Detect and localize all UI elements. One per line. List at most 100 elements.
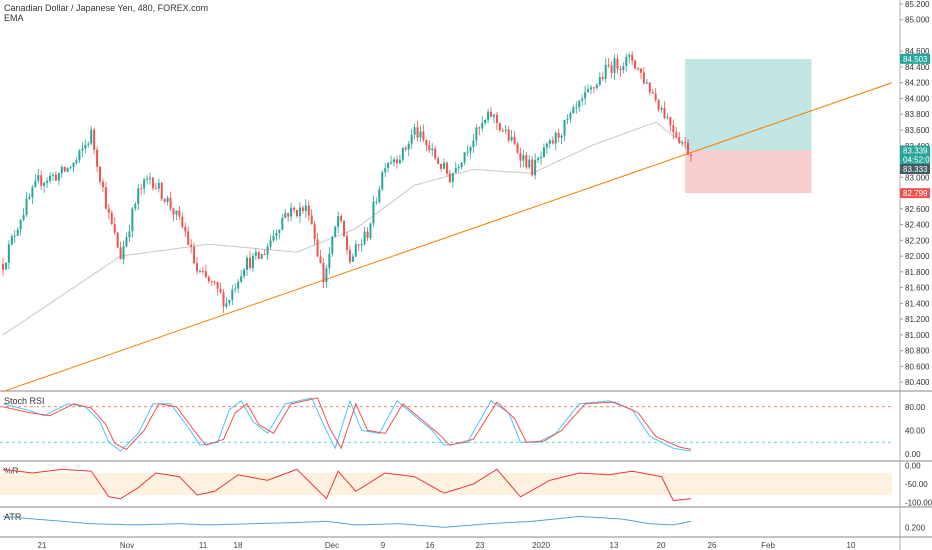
- candle[interactable]: [548, 140, 551, 144]
- trendline[interactable]: [2, 82, 893, 393]
- candle[interactable]: [46, 180, 49, 183]
- candle[interactable]: [531, 159, 534, 176]
- candle[interactable]: [128, 231, 131, 238]
- candle[interactable]: [131, 208, 134, 232]
- candle[interactable]: [254, 252, 257, 256]
- candle[interactable]: [181, 216, 184, 227]
- candle[interactable]: [263, 254, 266, 256]
- candle[interactable]: [228, 299, 231, 304]
- candle[interactable]: [410, 134, 413, 144]
- candle[interactable]: [275, 233, 278, 236]
- candle[interactable]: [381, 172, 384, 190]
- candle[interactable]: [472, 140, 475, 148]
- candle[interactable]: [507, 129, 510, 141]
- candle[interactable]: [328, 253, 331, 269]
- candle[interactable]: [116, 232, 119, 248]
- candle[interactable]: [49, 175, 52, 181]
- candle[interactable]: [648, 82, 651, 93]
- candle[interactable]: [601, 77, 604, 79]
- candle[interactable]: [296, 210, 298, 217]
- candle[interactable]: [322, 263, 325, 283]
- candle[interactable]: [149, 177, 151, 179]
- candle[interactable]: [57, 173, 60, 181]
- candle[interactable]: [366, 231, 369, 238]
- candle[interactable]: [434, 148, 437, 159]
- candle[interactable]: [534, 159, 537, 176]
- candle[interactable]: [110, 212, 113, 225]
- candle[interactable]: [113, 224, 116, 233]
- candle[interactable]: [384, 168, 387, 173]
- candle[interactable]: [51, 174, 54, 176]
- candle[interactable]: [390, 162, 393, 164]
- candle[interactable]: [510, 136, 513, 141]
- candle[interactable]: [325, 268, 328, 283]
- candle[interactable]: [440, 163, 443, 169]
- candle[interactable]: [516, 143, 519, 153]
- candle[interactable]: [398, 159, 401, 164]
- candle[interactable]: [72, 162, 75, 168]
- candle[interactable]: [419, 131, 422, 138]
- candle[interactable]: [304, 205, 307, 212]
- candle[interactable]: [151, 177, 154, 189]
- candle[interactable]: [216, 282, 219, 289]
- candle[interactable]: [257, 252, 260, 259]
- candle[interactable]: [645, 82, 648, 84]
- candle[interactable]: [119, 247, 122, 260]
- candle[interactable]: [416, 127, 419, 138]
- candle[interactable]: [81, 148, 84, 151]
- candle[interactable]: [16, 229, 19, 236]
- candle[interactable]: [628, 54, 631, 57]
- candle[interactable]: [337, 216, 340, 227]
- candle[interactable]: [557, 132, 560, 138]
- candle[interactable]: [584, 92, 587, 99]
- candle[interactable]: [96, 149, 99, 167]
- candle[interactable]: [393, 159, 396, 163]
- candle[interactable]: [475, 127, 478, 141]
- candle[interactable]: [237, 281, 240, 289]
- candle[interactable]: [204, 271, 207, 277]
- candle[interactable]: [672, 125, 675, 133]
- candle[interactable]: [525, 155, 528, 168]
- candle[interactable]: [137, 188, 140, 204]
- candle[interactable]: [166, 197, 169, 202]
- candle[interactable]: [190, 244, 193, 248]
- candle[interactable]: [193, 247, 196, 264]
- candle[interactable]: [157, 182, 160, 189]
- candle[interactable]: [487, 111, 490, 121]
- candle[interactable]: [666, 117, 669, 119]
- candle[interactable]: [340, 216, 343, 221]
- candle[interactable]: [19, 219, 22, 230]
- candle[interactable]: [143, 179, 146, 189]
- candle[interactable]: [413, 127, 416, 135]
- candle[interactable]: [310, 215, 313, 225]
- candle[interactable]: [10, 236, 13, 245]
- candle[interactable]: [104, 187, 107, 209]
- candle[interactable]: [478, 127, 481, 129]
- candle[interactable]: [669, 117, 672, 126]
- candle[interactable]: [545, 143, 548, 148]
- candle[interactable]: [243, 269, 246, 277]
- candle[interactable]: [360, 243, 363, 246]
- candle[interactable]: [345, 236, 348, 251]
- candle[interactable]: [501, 130, 504, 132]
- candle[interactable]: [363, 231, 366, 244]
- candle[interactable]: [663, 108, 666, 119]
- candle[interactable]: [463, 152, 466, 163]
- candle[interactable]: [75, 160, 78, 163]
- candle[interactable]: [4, 262, 7, 270]
- candle[interactable]: [187, 231, 190, 245]
- candle[interactable]: [40, 175, 43, 186]
- candle[interactable]: [122, 246, 125, 260]
- candle[interactable]: [504, 129, 507, 131]
- candle[interactable]: [284, 213, 287, 218]
- candle[interactable]: [266, 246, 269, 255]
- candle[interactable]: [595, 84, 598, 88]
- candle[interactable]: [492, 114, 495, 117]
- candle[interactable]: [422, 131, 425, 140]
- candle[interactable]: [307, 205, 310, 216]
- candle[interactable]: [260, 254, 263, 259]
- candle[interactable]: [457, 167, 460, 169]
- stop-loss-zone[interactable]: [685, 150, 812, 194]
- candle[interactable]: [395, 159, 398, 164]
